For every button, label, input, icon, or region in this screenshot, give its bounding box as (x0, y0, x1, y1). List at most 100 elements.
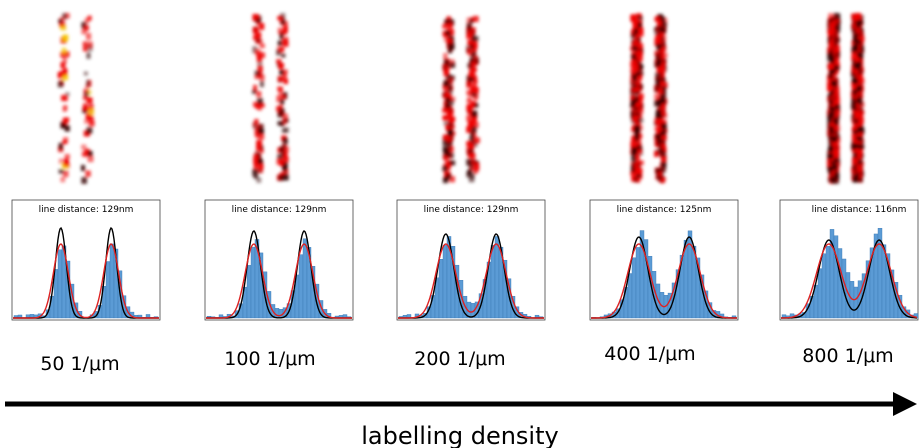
line-distance: line distance: 129nm (424, 205, 519, 215)
spot (467, 141, 474, 147)
spot (282, 71, 288, 78)
spot (280, 99, 285, 105)
spot (851, 78, 857, 83)
spot (276, 59, 282, 64)
spot (630, 68, 636, 73)
spot (828, 65, 834, 71)
spot (661, 134, 667, 141)
hist-bar (250, 246, 256, 319)
spot (852, 75, 859, 82)
spot (257, 71, 262, 79)
spot (62, 163, 68, 169)
spot (660, 80, 665, 87)
spot (471, 82, 477, 88)
spot (466, 30, 473, 38)
spot (254, 119, 259, 124)
spot (473, 137, 480, 144)
spot (443, 134, 449, 140)
fit-curve-black (591, 236, 737, 319)
spot (630, 99, 636, 106)
spot (637, 93, 644, 99)
spot (655, 114, 661, 120)
spot (828, 20, 833, 27)
line-distance: line distance: 129nm (232, 205, 327, 215)
spot (851, 100, 857, 106)
spot (86, 79, 91, 87)
spot (281, 149, 286, 157)
spot (660, 155, 667, 163)
spot (632, 23, 637, 31)
spot (856, 97, 862, 103)
hist-bar (298, 254, 304, 319)
spot (442, 107, 448, 113)
spot (82, 95, 88, 101)
plot-frame (204, 199, 354, 321)
spot (473, 57, 479, 64)
spot (468, 125, 474, 132)
spot (257, 98, 263, 105)
spot (443, 155, 448, 161)
spot (854, 174, 860, 179)
spot (831, 164, 838, 171)
spot (654, 100, 660, 107)
spot (630, 110, 635, 116)
spot (83, 130, 90, 137)
spot (631, 156, 637, 163)
spot (446, 140, 453, 146)
spot (654, 138, 659, 144)
spot (856, 132, 863, 137)
spot (85, 113, 91, 120)
spot (630, 79, 637, 86)
spot (88, 104, 94, 110)
spot (467, 169, 472, 175)
spot (833, 88, 840, 95)
spot (851, 52, 858, 59)
spot (277, 121, 283, 126)
density-label: 100 1/μm (224, 348, 315, 370)
spot (828, 74, 833, 79)
spot (851, 13, 856, 19)
spot (282, 168, 289, 174)
spot (855, 42, 862, 48)
spot (853, 123, 858, 128)
spot (471, 60, 477, 67)
spot (829, 89, 835, 97)
microscopy-image (252, 13, 290, 183)
spot (637, 145, 643, 150)
spot (834, 133, 840, 140)
spot (466, 22, 473, 29)
spot (253, 154, 259, 160)
spot (635, 177, 641, 183)
spot (660, 16, 666, 24)
spot (656, 67, 662, 74)
spot (86, 97, 93, 104)
spot (447, 111, 453, 118)
spot (657, 101, 663, 109)
spot (658, 75, 664, 83)
spot (660, 60, 667, 65)
spot (449, 160, 456, 166)
spot (445, 92, 451, 99)
spot (473, 42, 478, 49)
spot (852, 149, 857, 154)
spot (632, 75, 637, 81)
spot (442, 115, 447, 120)
spot (281, 30, 287, 35)
spot (278, 104, 283, 111)
spot (657, 118, 663, 124)
spot (634, 39, 641, 46)
spot (468, 175, 475, 183)
spot (257, 168, 264, 174)
spot (253, 174, 259, 179)
spot (853, 118, 859, 124)
spot (443, 70, 448, 77)
spot (253, 101, 258, 108)
spot (833, 55, 840, 62)
spot (472, 140, 478, 148)
spot (85, 32, 92, 40)
histogram: line distance: 129nm (396, 199, 546, 321)
spot (828, 153, 833, 160)
spot (258, 163, 264, 170)
hist-bar (57, 249, 63, 319)
spot (830, 23, 835, 30)
